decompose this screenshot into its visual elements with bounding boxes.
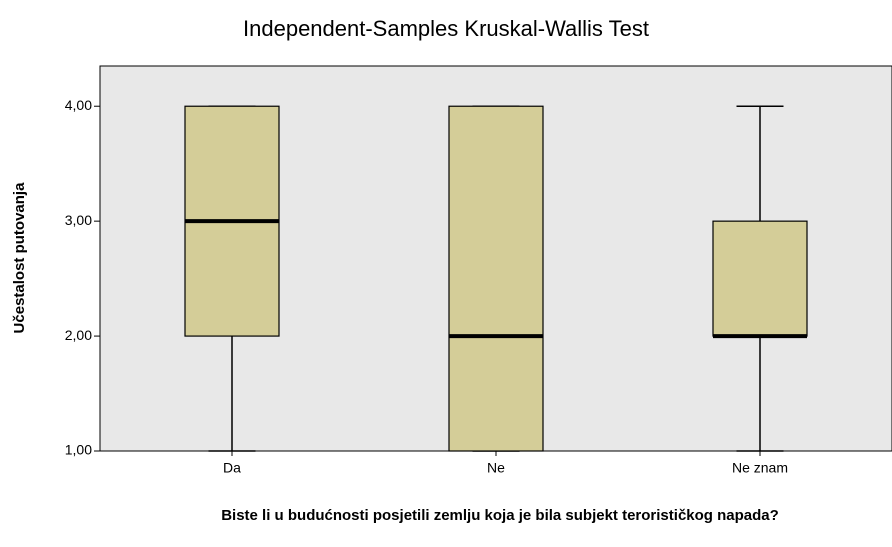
y-tick-label: 2,00 — [65, 327, 92, 343]
x-tick-label: Ne znam — [732, 460, 788, 476]
chart-title: Independent-Samples Kruskal-Wallis Test — [243, 16, 649, 41]
y-tick-label: 3,00 — [65, 212, 92, 228]
box — [712, 220, 808, 337]
x-tick-label: Ne — [487, 460, 505, 476]
x-tick-label: Da — [223, 460, 241, 476]
box — [448, 105, 544, 452]
y-tick-label: 4,00 — [65, 97, 92, 113]
y-axis-label: Učestalost putovanja — [11, 182, 28, 334]
x-axis-label: Biste li u budućnosti posjetili zemlju k… — [221, 507, 779, 524]
y-tick-label: 1,00 — [65, 442, 92, 458]
